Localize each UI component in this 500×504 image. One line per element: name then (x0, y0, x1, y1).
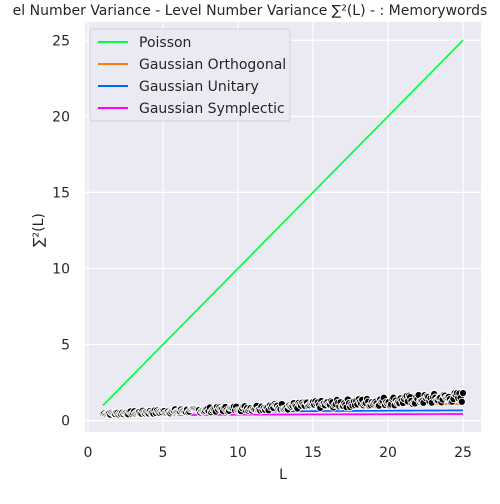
legend: Poisson Gaussian Orthogonal Gaussian Unita… (89, 28, 291, 122)
y-tick-label: 15 (52, 185, 70, 201)
scatter-point (457, 397, 466, 406)
legend-box (89, 28, 291, 122)
series-line-poisson (102, 39, 464, 406)
legend-label: Poisson (139, 35, 191, 51)
y-tick-label: 5 (61, 338, 70, 354)
x-tick-label: 15 (304, 445, 322, 461)
x-tick-label: 10 (229, 445, 247, 461)
chart-title: el Number Variance - Level Number Varian… (13, 3, 488, 19)
y-tick-label: 25 (52, 33, 70, 49)
scatter-point (458, 388, 468, 398)
legend-label: Gaussian Symplectic (139, 101, 285, 117)
scatter-points (98, 388, 468, 419)
legend-label: Gaussian Orthogonal (139, 57, 286, 73)
x-tick-label: 20 (379, 445, 397, 461)
y-tick-label: 10 (52, 261, 70, 277)
y-tick-labels: 0 5 10 15 20 25 (52, 33, 70, 429)
x-axis-label: L (279, 467, 287, 483)
y-tick-label: 20 (52, 109, 70, 125)
legend-label: Gaussian Unitary (139, 79, 259, 95)
x-tick-labels: 0 5 10 15 20 25 (84, 445, 472, 461)
y-axis-label: ∑²(L) (31, 213, 47, 247)
x-tick-label: 25 (454, 445, 472, 461)
x-tick-label: 0 (84, 445, 93, 461)
y-tick-label: 0 (61, 414, 70, 430)
x-tick-label: 5 (159, 445, 168, 461)
